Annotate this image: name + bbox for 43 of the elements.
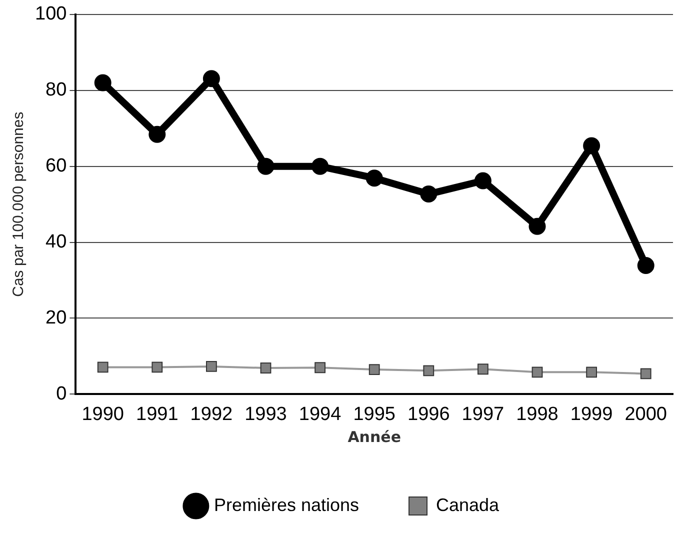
point (94, 74, 112, 92)
x-tick-label: 1999 (570, 404, 613, 425)
legend-label: Premières nations (214, 494, 360, 515)
point (528, 218, 546, 235)
x-tick-label: 1995 (353, 404, 396, 425)
x-tick-label: 1992 (190, 404, 233, 425)
point (97, 362, 108, 373)
point (478, 364, 488, 375)
point (148, 126, 166, 143)
point (152, 362, 163, 373)
point (257, 158, 274, 175)
x-tick-label: 1998 (516, 404, 558, 425)
point (640, 368, 652, 380)
y-tick-label: 20 (46, 307, 67, 328)
point (423, 365, 434, 376)
point (260, 362, 272, 374)
y-axis-title: Cas par 100.000 personnes (10, 112, 28, 297)
point (637, 256, 654, 274)
x-tick-label: 1996 (408, 404, 450, 425)
y-tick-label: 0 (56, 383, 67, 404)
point (586, 366, 597, 378)
legend-label: Canada (436, 494, 500, 515)
x-tick-label: 2000 (624, 404, 667, 425)
x-tick-label: 1993 (244, 404, 287, 425)
y-tick-label: 40 (46, 232, 67, 253)
y-tick-label: 80 (46, 80, 67, 101)
x-tick-label: 1991 (136, 404, 178, 425)
y-tick-label: 100 (35, 4, 67, 25)
x-tick-label: 1997 (462, 404, 504, 425)
point (366, 170, 383, 187)
point (420, 186, 438, 203)
x-axis-title: Année (348, 428, 402, 446)
y-tick-label: 60 (46, 156, 67, 177)
point (583, 137, 600, 154)
point (202, 70, 220, 88)
point (532, 366, 543, 378)
x-tick-label: 1990 (82, 404, 124, 425)
point (206, 361, 217, 372)
point (474, 172, 492, 190)
point (312, 158, 329, 175)
point (368, 364, 380, 375)
point (314, 362, 326, 374)
x-tick-label: 1994 (298, 404, 342, 425)
